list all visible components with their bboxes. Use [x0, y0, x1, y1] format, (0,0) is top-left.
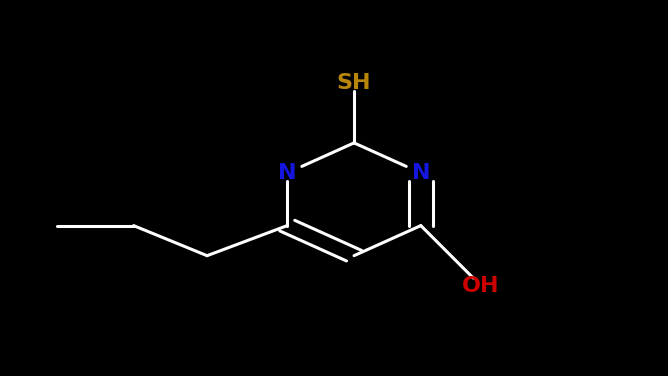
Text: SH: SH [337, 73, 371, 93]
Text: N: N [411, 163, 430, 183]
Text: N: N [278, 163, 297, 183]
Text: OH: OH [462, 276, 500, 296]
